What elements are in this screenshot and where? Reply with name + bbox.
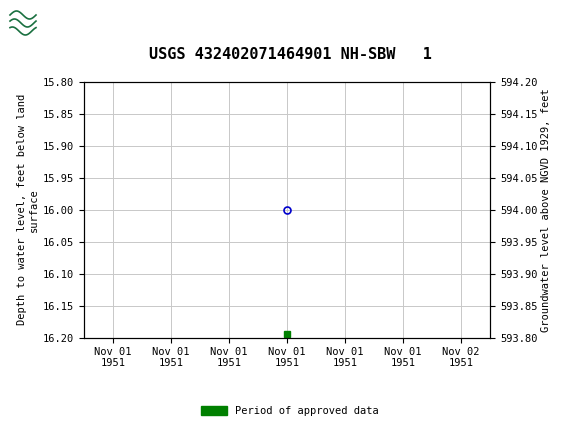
Y-axis label: Depth to water level, feet below land
surface: Depth to water level, feet below land su… <box>17 94 39 325</box>
Legend: Period of approved data: Period of approved data <box>197 402 383 421</box>
Text: USGS 432402071464901 NH-SBW   1: USGS 432402071464901 NH-SBW 1 <box>148 47 432 62</box>
Y-axis label: Groundwater level above NGVD 1929, feet: Groundwater level above NGVD 1929, feet <box>542 88 552 332</box>
Text: USGS: USGS <box>43 10 111 30</box>
FancyBboxPatch shape <box>8 5 38 35</box>
